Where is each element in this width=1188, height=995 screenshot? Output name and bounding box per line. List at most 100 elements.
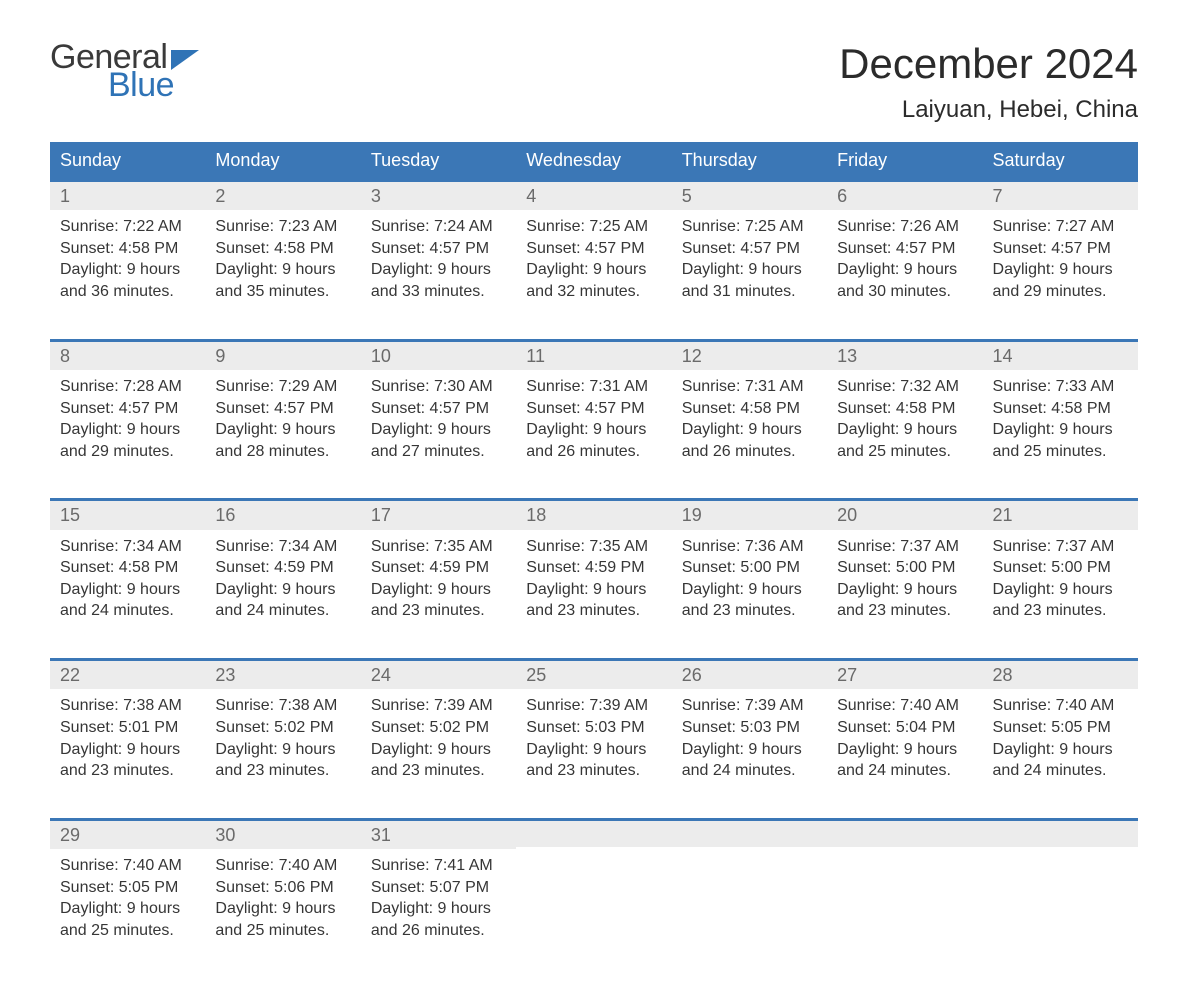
day-detail-sunrise: Sunrise: 7:35 AM [371,536,506,558]
day-detail-dl1: Daylight: 9 hours [993,579,1128,601]
calendar-day: 8Sunrise: 7:28 AMSunset: 4:57 PMDaylight… [50,342,205,477]
day-detail-dl1: Daylight: 9 hours [215,259,350,281]
day-number: 24 [361,661,516,689]
day-detail-sunrise: Sunrise: 7:39 AM [371,695,506,717]
day-detail-sunset: Sunset: 4:59 PM [371,557,506,579]
calendar-week-row: 1Sunrise: 7:22 AMSunset: 4:58 PMDaylight… [50,179,1138,317]
day-detail-dl1: Daylight: 9 hours [371,739,506,761]
day-number: 30 [205,821,360,849]
day-number: 4 [516,182,671,210]
day-detail-sunset: Sunset: 5:03 PM [526,717,661,739]
day-detail-sunset: Sunset: 5:04 PM [837,717,972,739]
day-number [516,821,671,847]
day-detail-sunset: Sunset: 4:57 PM [993,238,1128,260]
day-detail-dl1: Daylight: 9 hours [371,579,506,601]
day-detail-dl2: and 24 minutes. [60,600,195,622]
header-region: General Blue December 2024 Laiyuan, Hebe… [50,40,1138,124]
calendar-day: 13Sunrise: 7:32 AMSunset: 4:58 PMDayligh… [827,342,982,477]
day-number: 26 [672,661,827,689]
calendar-day: 12Sunrise: 7:31 AMSunset: 4:58 PMDayligh… [672,342,827,477]
day-detail-dl1: Daylight: 9 hours [682,739,817,761]
day-detail-dl2: and 24 minutes. [837,760,972,782]
day-detail-sunset: Sunset: 5:03 PM [682,717,817,739]
calendar-day: 1Sunrise: 7:22 AMSunset: 4:58 PMDaylight… [50,182,205,317]
day-detail-sunrise: Sunrise: 7:23 AM [215,216,350,238]
day-detail-dl2: and 23 minutes. [682,600,817,622]
calendar-day-empty [672,821,827,956]
day-detail-sunset: Sunset: 4:58 PM [837,398,972,420]
calendar-day-empty [516,821,671,956]
calendar-day: 11Sunrise: 7:31 AMSunset: 4:57 PMDayligh… [516,342,671,477]
day-detail-sunset: Sunset: 4:57 PM [215,398,350,420]
day-detail-dl2: and 23 minutes. [371,760,506,782]
calendar-week-row: 29Sunrise: 7:40 AMSunset: 5:05 PMDayligh… [50,818,1138,956]
day-detail-dl2: and 23 minutes. [526,760,661,782]
day-number: 8 [50,342,205,370]
day-detail-sunrise: Sunrise: 7:26 AM [837,216,972,238]
day-detail-dl1: Daylight: 9 hours [60,579,195,601]
day-detail-sunrise: Sunrise: 7:39 AM [682,695,817,717]
day-detail-dl2: and 36 minutes. [60,281,195,303]
day-detail-sunset: Sunset: 4:58 PM [60,238,195,260]
day-detail-sunset: Sunset: 4:58 PM [993,398,1128,420]
day-detail-dl2: and 25 minutes. [837,441,972,463]
day-detail-sunset: Sunset: 4:57 PM [837,238,972,260]
day-detail-dl1: Daylight: 9 hours [837,419,972,441]
calendar-day-empty [983,821,1138,956]
day-number: 18 [516,501,671,529]
calendar-header-cell: Thursday [672,142,827,179]
day-number: 2 [205,182,360,210]
day-detail-dl1: Daylight: 9 hours [682,419,817,441]
calendar-day: 31Sunrise: 7:41 AMSunset: 5:07 PMDayligh… [361,821,516,956]
day-detail-sunrise: Sunrise: 7:39 AM [526,695,661,717]
day-detail-dl2: and 23 minutes. [526,600,661,622]
day-detail-sunset: Sunset: 4:57 PM [526,238,661,260]
calendar-day: 30Sunrise: 7:40 AMSunset: 5:06 PMDayligh… [205,821,360,956]
day-detail-sunrise: Sunrise: 7:28 AM [60,376,195,398]
day-detail-dl1: Daylight: 9 hours [837,259,972,281]
calendar-day: 18Sunrise: 7:35 AMSunset: 4:59 PMDayligh… [516,501,671,636]
day-detail-sunset: Sunset: 4:58 PM [60,557,195,579]
calendar-day: 4Sunrise: 7:25 AMSunset: 4:57 PMDaylight… [516,182,671,317]
day-detail-dl2: and 25 minutes. [993,441,1128,463]
day-number: 9 [205,342,360,370]
calendar-header-cell: Wednesday [516,142,671,179]
day-detail-dl1: Daylight: 9 hours [682,259,817,281]
day-number: 16 [205,501,360,529]
day-detail-sunset: Sunset: 4:58 PM [682,398,817,420]
calendar-header-cell: Sunday [50,142,205,179]
day-number: 22 [50,661,205,689]
day-number: 28 [983,661,1138,689]
day-number: 20 [827,501,982,529]
day-detail-sunset: Sunset: 5:07 PM [371,877,506,899]
day-detail-sunset: Sunset: 5:00 PM [837,557,972,579]
calendar-week-row: 15Sunrise: 7:34 AMSunset: 4:58 PMDayligh… [50,498,1138,636]
day-detail-sunset: Sunset: 4:57 PM [526,398,661,420]
calendar-day: 6Sunrise: 7:26 AMSunset: 4:57 PMDaylight… [827,182,982,317]
day-detail-sunrise: Sunrise: 7:41 AM [371,855,506,877]
day-detail-dl2: and 27 minutes. [371,441,506,463]
day-number: 25 [516,661,671,689]
day-detail-sunrise: Sunrise: 7:38 AM [215,695,350,717]
day-number: 21 [983,501,1138,529]
day-detail-dl2: and 26 minutes. [371,920,506,942]
day-number: 19 [672,501,827,529]
calendar-day: 21Sunrise: 7:37 AMSunset: 5:00 PMDayligh… [983,501,1138,636]
calendar-week-row: 8 Sunrise: 7:28 AM Sunset: 4:57 PM Daylight… [50,339,1138,477]
day-detail-sunrise: Sunrise: 7:31 AM [682,376,817,398]
day-detail-sunrise: Sunrise: 7:29 AM [215,376,350,398]
location-subtitle: Laiyuan, Hebei, China [839,96,1138,124]
calendar-day: 27Sunrise: 7:40 AMSunset: 5:04 PMDayligh… [827,661,982,796]
day-number [827,821,982,847]
day-detail-dl1: Daylight: 9 hours [993,739,1128,761]
calendar-header-cell: Monday [205,142,360,179]
day-detail-dl1: Daylight: 9 hours [60,739,195,761]
calendar-day: 23Sunrise: 7:38 AMSunset: 5:02 PMDayligh… [205,661,360,796]
day-detail-dl2: and 28 minutes. [215,441,350,463]
calendar-day: 7Sunrise: 7:27 AMSunset: 4:57 PMDaylight… [983,182,1138,317]
day-detail-dl2: and 35 minutes. [215,281,350,303]
calendar-header-cell: Tuesday [361,142,516,179]
day-detail-sunrise: Sunrise: 7:35 AM [526,536,661,558]
calendar-week-row: 22Sunrise: 7:38 AMSunset: 5:01 PMDayligh… [50,658,1138,796]
day-detail-dl1: Daylight: 9 hours [837,739,972,761]
